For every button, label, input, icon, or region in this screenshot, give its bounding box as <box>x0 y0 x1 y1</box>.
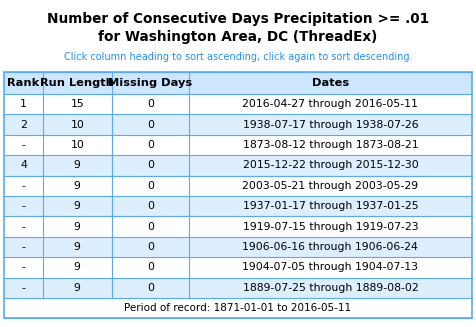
Text: 4: 4 <box>20 161 27 170</box>
Text: 1906-06-16 through 1906-06-24: 1906-06-16 through 1906-06-24 <box>242 242 418 252</box>
Text: 9: 9 <box>74 262 80 272</box>
Text: 1873-08-12 through 1873-08-21: 1873-08-12 through 1873-08-21 <box>243 140 418 150</box>
Text: 0: 0 <box>147 201 154 211</box>
Text: 9: 9 <box>74 201 80 211</box>
Text: 1889-07-25 through 1889-08-02: 1889-07-25 through 1889-08-02 <box>243 283 418 293</box>
Bar <box>4 72 472 94</box>
Text: Rank: Rank <box>7 78 40 88</box>
Text: 0: 0 <box>147 181 154 191</box>
Text: Missing Days: Missing Days <box>108 78 192 88</box>
Bar <box>4 72 472 318</box>
Text: Number of Consecutive Days Precipitation >= .01: Number of Consecutive Days Precipitation… <box>47 12 429 26</box>
Text: -: - <box>21 283 25 293</box>
Text: 10: 10 <box>70 140 84 150</box>
Text: -: - <box>21 201 25 211</box>
Text: 0: 0 <box>147 242 154 252</box>
Text: for Washington Area, DC (ThreadEx): for Washington Area, DC (ThreadEx) <box>99 30 377 44</box>
Bar <box>4 216 472 237</box>
Text: 0: 0 <box>147 262 154 272</box>
Bar <box>4 237 472 257</box>
Text: 2003-05-21 through 2003-05-29: 2003-05-21 through 2003-05-29 <box>242 181 418 191</box>
Text: 15: 15 <box>70 99 84 109</box>
Text: -: - <box>21 140 25 150</box>
Text: 0: 0 <box>147 120 154 129</box>
Text: Run Length: Run Length <box>40 78 114 88</box>
Text: 2015-12-22 through 2015-12-30: 2015-12-22 through 2015-12-30 <box>243 161 418 170</box>
Text: 9: 9 <box>74 181 80 191</box>
Text: -: - <box>21 222 25 232</box>
Bar <box>4 155 472 176</box>
Text: 0: 0 <box>147 283 154 293</box>
Text: 1937-01-17 through 1937-01-25: 1937-01-17 through 1937-01-25 <box>243 201 418 211</box>
Text: 0: 0 <box>147 161 154 170</box>
Text: 1: 1 <box>20 99 27 109</box>
Text: 0: 0 <box>147 222 154 232</box>
Text: 1919-07-15 through 1919-07-23: 1919-07-15 through 1919-07-23 <box>243 222 418 232</box>
Bar <box>4 176 472 196</box>
Text: -: - <box>21 181 25 191</box>
Text: Dates: Dates <box>312 78 349 88</box>
Text: 9: 9 <box>74 161 80 170</box>
Bar <box>4 94 472 114</box>
Text: 9: 9 <box>74 222 80 232</box>
Text: 9: 9 <box>74 283 80 293</box>
Bar <box>4 298 472 318</box>
Text: -: - <box>21 242 25 252</box>
Text: 2016-04-27 through 2016-05-11: 2016-04-27 through 2016-05-11 <box>242 99 418 109</box>
Text: 2: 2 <box>20 120 27 129</box>
Bar <box>4 135 472 155</box>
Text: Period of record: 1871-01-01 to 2016-05-11: Period of record: 1871-01-01 to 2016-05-… <box>124 303 352 313</box>
Text: 1904-07-05 through 1904-07-13: 1904-07-05 through 1904-07-13 <box>242 262 418 272</box>
Text: 10: 10 <box>70 120 84 129</box>
Text: 9: 9 <box>74 242 80 252</box>
Text: 0: 0 <box>147 99 154 109</box>
Text: -: - <box>21 262 25 272</box>
Bar <box>4 278 472 298</box>
Text: 0: 0 <box>147 140 154 150</box>
Bar <box>4 257 472 278</box>
Text: 1938-07-17 through 1938-07-26: 1938-07-17 through 1938-07-26 <box>243 120 418 129</box>
Bar <box>4 114 472 135</box>
Bar <box>4 196 472 216</box>
Text: Click column heading to sort ascending, click again to sort descending.: Click column heading to sort ascending, … <box>64 52 412 62</box>
